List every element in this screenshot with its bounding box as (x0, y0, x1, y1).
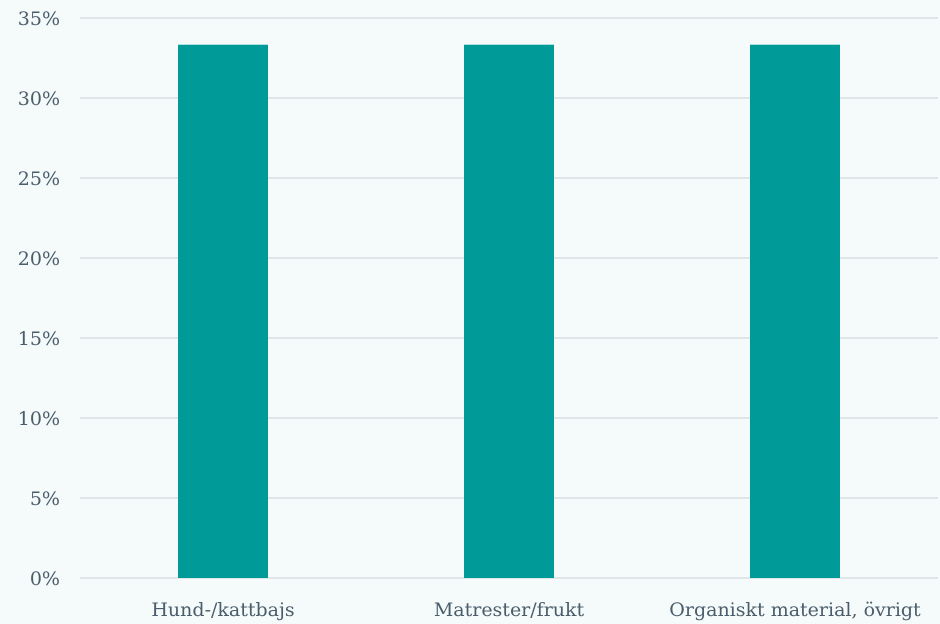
y-tick-label: 10% (18, 408, 60, 430)
x-category-label: Matrester/frukt (434, 599, 585, 621)
y-tick-label: 25% (18, 168, 60, 190)
y-tick-label: 20% (18, 248, 60, 270)
y-tick-label: 30% (18, 88, 60, 110)
y-tick-label: 35% (18, 8, 60, 30)
y-tick-label: 15% (18, 328, 60, 350)
y-tick-label: 5% (30, 488, 60, 510)
bar (178, 44, 268, 579)
x-category-label: Organiskt material, övrigt (669, 599, 921, 621)
x-axis-category-labels: Hund-/kattbajs Matrester/frukt Organiskt m… (151, 599, 921, 621)
bar (750, 44, 840, 579)
y-axis-tick-labels: 0% 5% 10% 15% 20% 25% 30% 35% (18, 8, 60, 590)
bar (464, 44, 554, 579)
y-tick-label: 0% (30, 568, 60, 590)
x-category-label: Hund-/kattbajs (151, 599, 294, 621)
bars (178, 44, 840, 579)
